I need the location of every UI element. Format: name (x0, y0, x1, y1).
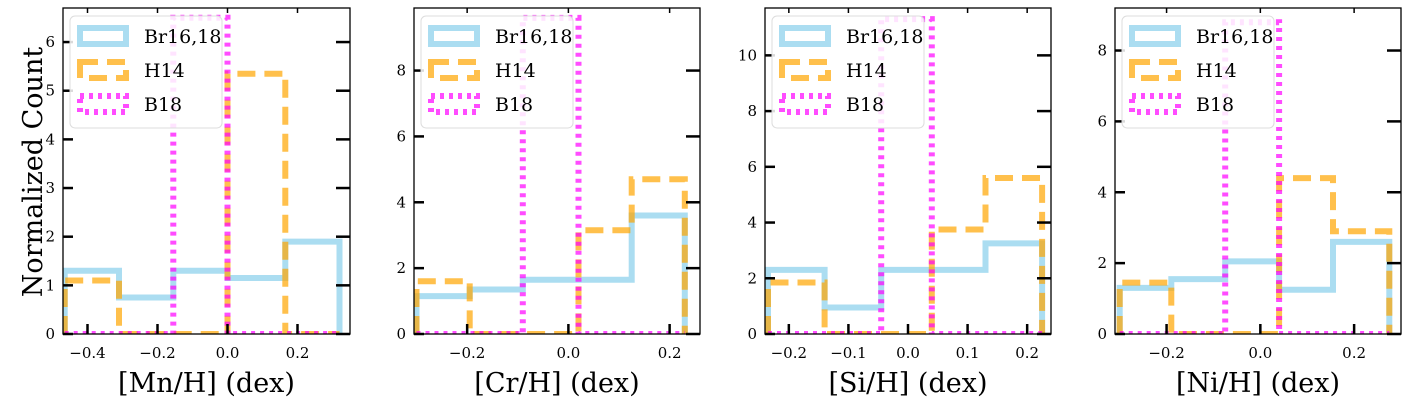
x-tick-label: 0.2 (1015, 344, 1039, 362)
legend-swatch (1129, 25, 1181, 47)
y-tick-label: 3 (45, 179, 55, 197)
y-tick-label: 4 (396, 193, 406, 211)
y-tick-label: 0 (747, 325, 757, 343)
histogram-br1618 (1116, 238, 1393, 334)
legend-label: B18 (1196, 94, 1234, 116)
y-tick-label: 6 (45, 33, 55, 51)
histogram-h14 (63, 70, 340, 334)
y-axis-label: Normalized Count (18, 47, 49, 298)
legend-swatch (77, 93, 129, 115)
x-axis-label: [Mn/H] (dex) (118, 368, 295, 399)
y-tick-label: 4 (1097, 183, 1107, 201)
legend: Br16,18 H14 B18 (1121, 15, 1275, 129)
legend-label: H14 (144, 60, 185, 82)
x-axis-label: [Ni/H] (dex) (1176, 368, 1340, 399)
x-axis-label: [Cr/H] (dex) (474, 368, 639, 399)
legend-label: B18 (846, 94, 884, 116)
y-tick-label: 1 (45, 276, 55, 294)
x-tick-label: −0.4 (69, 344, 105, 362)
y-tick-label: 8 (396, 62, 406, 80)
x-tick-label: 0.0 (896, 344, 920, 362)
legend-swatch (77, 59, 129, 81)
panel-1: −0.4 −0.2 0.0 0.2 0 1 2 3 4 5 6 [Mn/H] (dex) Br16,18… (45, 7, 351, 399)
histogram-h14 (765, 175, 1046, 334)
legend-swatch (77, 25, 129, 47)
histogram-br1618 (63, 238, 343, 334)
x-tick-label: −0.2 (139, 344, 175, 362)
histogram-br1618 (765, 240, 1046, 334)
legend-swatch (428, 93, 480, 115)
y-tick-label: 0 (1097, 325, 1107, 343)
y-tick-label: 10 (738, 46, 757, 64)
panel-4: −0.2 0.0 0.2 0 2 4 6 8 [Ni/H] (dex) Br16,18 H14 B18 (1097, 7, 1402, 399)
x-tick-label: 0.1 (956, 344, 980, 362)
y-tick-label: 2 (747, 269, 757, 287)
legend-label: H14 (846, 60, 887, 82)
x-tick-label: 0.2 (1342, 344, 1366, 362)
legend-label: B18 (495, 94, 533, 116)
legend-label: H14 (495, 60, 536, 82)
x-axis-label: [Si/H] (dex) (829, 368, 988, 399)
x-tick-label: 0.0 (216, 344, 240, 362)
legend-label: Br16,18 (495, 26, 572, 48)
legend-label: B18 (144, 94, 182, 116)
x-tick-label: −0.2 (771, 344, 807, 362)
legend-swatch (428, 59, 480, 81)
y-tick-label: 0 (45, 325, 55, 343)
y-tick-label: 2 (396, 259, 406, 277)
legend-swatch (779, 93, 831, 115)
axes-frame (764, 7, 1052, 335)
x-tick-label: −0.2 (1148, 344, 1184, 362)
legend-swatch (1129, 59, 1181, 81)
panel-3: −0.2 −0.1 0.0 0.1 0.2 0 2 4 6 8 10 [Si/H] (dex) Br16… (738, 7, 1052, 399)
legend-label: Br16,18 (144, 26, 221, 48)
legend-swatch (779, 59, 831, 81)
axes-frame (413, 7, 701, 335)
y-tick-label: 4 (45, 130, 55, 148)
axes-frame (1114, 7, 1402, 335)
legend: Br16,18 H14 B18 (420, 15, 574, 129)
legend-label: H14 (1196, 60, 1237, 82)
legend-swatch (779, 25, 831, 47)
x-tick-label: −0.1 (830, 344, 866, 362)
y-tick-label: 6 (747, 158, 757, 176)
y-tick-label: 8 (747, 102, 757, 120)
x-tick-label: 0.2 (658, 344, 682, 362)
histogram-h14 (414, 176, 688, 334)
legend: Br16,18 H14 B18 (771, 15, 925, 129)
x-tick-label: 0.0 (1248, 344, 1272, 362)
x-tick-label: 0.0 (556, 344, 580, 362)
legend-label: Br16,18 (846, 26, 923, 48)
panel-2: −0.2 0.0 0.2 0 2 4 6 8 [Cr/H] (dex) Br16,18 H14 B18 (396, 7, 701, 399)
y-tick-label: 5 (45, 82, 55, 100)
x-tick-label: 0.2 (286, 344, 310, 362)
legend-label: Br16,18 (1196, 26, 1273, 48)
y-tick-label: 6 (1097, 112, 1107, 130)
histogram-br1618 (414, 212, 688, 334)
legend: Br16,18 H14 B18 (69, 15, 223, 129)
y-tick-label: 2 (1097, 254, 1107, 272)
legend-swatch (1129, 93, 1181, 115)
y-tick-label: 4 (747, 214, 757, 232)
y-tick-label: 2 (45, 228, 55, 246)
histogram-h14 (1116, 175, 1393, 334)
x-tick-label: −0.2 (449, 344, 485, 362)
axes-frame (62, 7, 351, 335)
legend-swatch (428, 25, 480, 47)
y-tick-label: 0 (396, 325, 406, 343)
y-tick-label: 8 (1097, 42, 1107, 60)
y-tick-label: 6 (396, 127, 406, 145)
